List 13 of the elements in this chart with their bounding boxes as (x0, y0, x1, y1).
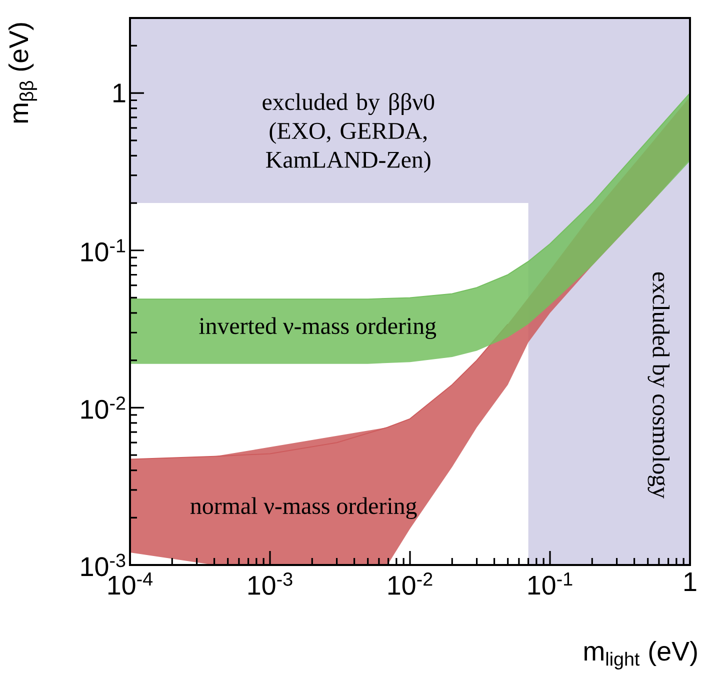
x-tick-label: 10$^{-3}$ (248, 572, 292, 595)
band-label: excluded by cosmology (648, 272, 670, 498)
band-label: excluded by ββν0 (EXO, GERDA, KamLAND-Zen) (262, 93, 434, 173)
x-tick-label: 1 (684, 572, 696, 592)
y-axis-title: m$_{ββ}$ (eV) (8, 23, 38, 123)
x-axis-title: m$_{light}$ (eV) (584, 640, 697, 670)
y-tick-label: 10$^{-2}$ (81, 396, 126, 419)
y-tick-label: 1 (114, 84, 126, 102)
x-tick-label: 10$^{-2}$ (388, 572, 432, 595)
x-tick-label: 10$^{-1}$ (528, 572, 572, 595)
series-label: inverted ν-mass ordering (199, 317, 436, 340)
series-label: normal ν-mass ordering (190, 497, 417, 519)
y-tick-label: 10$^{-1}$ (81, 239, 126, 262)
